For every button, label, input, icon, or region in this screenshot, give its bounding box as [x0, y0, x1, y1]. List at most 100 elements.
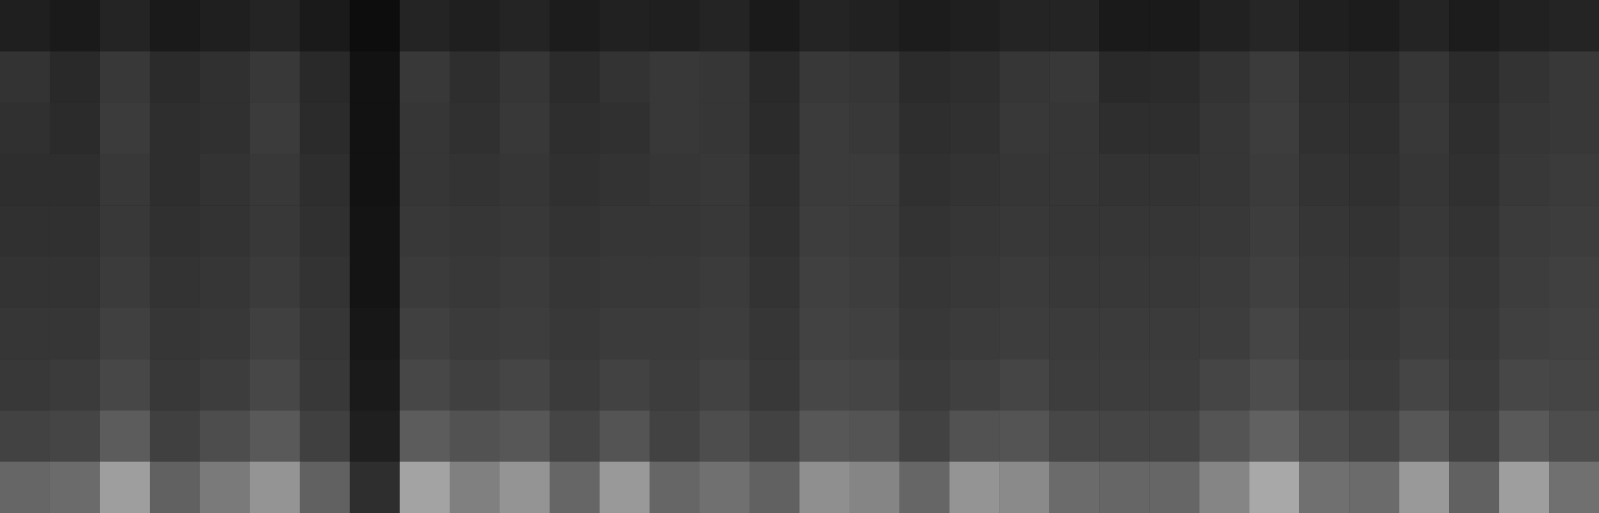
heat-cell [1199, 205, 1249, 257]
heat-cell [700, 154, 750, 206]
heat-cell [200, 51, 250, 103]
heat-cell [1549, 462, 1599, 513]
heat-cell [0, 410, 50, 462]
heat-cell [999, 0, 1049, 52]
heat-cell [1499, 154, 1549, 206]
spectrogram [0, 0, 1599, 513]
heat-cell [50, 154, 100, 206]
heat-cell [650, 205, 700, 257]
heat-cell [450, 103, 500, 155]
heat-cell [1449, 359, 1499, 411]
heat-cell [800, 308, 850, 360]
heat-cell [1299, 410, 1349, 462]
heat-cell [1149, 205, 1199, 257]
heat-cell [899, 257, 949, 309]
heat-cell [350, 0, 400, 52]
heat-cell [0, 308, 50, 360]
heat-cell [700, 410, 750, 462]
heat-cell [100, 359, 150, 411]
heat-cell [899, 410, 949, 462]
heat-cell [150, 51, 200, 103]
heat-cell [100, 51, 150, 103]
heat-cell [100, 410, 150, 462]
heat-cell [1199, 410, 1249, 462]
heat-cell [800, 205, 850, 257]
heat-cell [450, 410, 500, 462]
heat-cell [100, 462, 150, 513]
heat-cell [450, 0, 500, 52]
heat-cell [849, 51, 899, 103]
heat-cell [1449, 0, 1499, 52]
heat-cell [600, 359, 650, 411]
heat-cell [1249, 51, 1299, 103]
heat-cell [150, 103, 200, 155]
heat-cell [849, 103, 899, 155]
heat-cell [200, 308, 250, 360]
heat-cell [1249, 0, 1299, 52]
heat-cell [300, 103, 350, 155]
heat-cell [250, 257, 300, 309]
heat-cell [400, 0, 450, 52]
heat-cell [1099, 308, 1149, 360]
heat-cell [200, 205, 250, 257]
heat-cell [1049, 462, 1099, 513]
heat-cell [50, 51, 100, 103]
heat-cell [1149, 154, 1199, 206]
heat-cell [500, 103, 550, 155]
heat-cell [100, 154, 150, 206]
heat-cell [500, 410, 550, 462]
heat-cell [250, 308, 300, 360]
heat-cell [1199, 308, 1249, 360]
heat-cell [650, 103, 700, 155]
heat-cell [250, 410, 300, 462]
heat-cell [949, 359, 999, 411]
heat-cell [1299, 154, 1349, 206]
heat-cell [1099, 154, 1149, 206]
heat-cell [0, 462, 50, 513]
heat-cell [450, 51, 500, 103]
heat-cell [1449, 462, 1499, 513]
heat-cell [1449, 205, 1499, 257]
heat-cell [1549, 205, 1599, 257]
heat-cell [1349, 103, 1399, 155]
heat-cell [1049, 51, 1099, 103]
heat-cell [600, 51, 650, 103]
heat-cell [1249, 205, 1299, 257]
heat-cell [949, 103, 999, 155]
heat-cell [1549, 257, 1599, 309]
heat-cell [300, 308, 350, 360]
heat-cell [250, 154, 300, 206]
heat-cell [849, 462, 899, 513]
heat-cell [949, 0, 999, 52]
heat-cell [500, 359, 550, 411]
heat-cell [1399, 308, 1449, 360]
heat-cell [1299, 257, 1349, 309]
heat-cell [1299, 103, 1349, 155]
heat-cell [1049, 308, 1099, 360]
heat-cell [999, 359, 1049, 411]
heat-cell [200, 257, 250, 309]
heat-cell [800, 103, 850, 155]
heat-cell [0, 154, 50, 206]
heat-cell [949, 462, 999, 513]
heat-cell [350, 257, 400, 309]
heat-cell [1499, 257, 1549, 309]
heat-cell [949, 51, 999, 103]
heat-cell [250, 51, 300, 103]
heat-cell [1499, 205, 1549, 257]
heat-cell [1299, 359, 1349, 411]
heat-cell [1349, 257, 1399, 309]
heat-cell [1099, 257, 1149, 309]
heat-cell [550, 154, 600, 206]
heat-cell [1399, 257, 1449, 309]
heat-cell [700, 103, 750, 155]
heat-cell [550, 359, 600, 411]
heat-cell [350, 359, 400, 411]
heat-cell [1399, 0, 1449, 52]
heat-cell [450, 308, 500, 360]
heat-cell [50, 308, 100, 360]
heat-cell [650, 51, 700, 103]
heat-cell [899, 359, 949, 411]
heat-cell [1399, 410, 1449, 462]
heat-cell [800, 0, 850, 52]
